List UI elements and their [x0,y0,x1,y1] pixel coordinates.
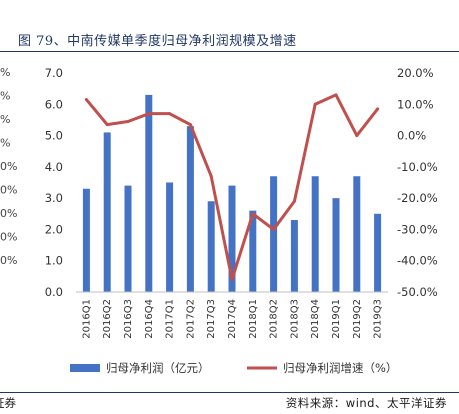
bar-series [82,94,382,293]
x-tick-label: 2019Q1 [331,299,342,339]
x-tick-label: 2018Q1 [248,299,259,339]
bar [103,132,111,292]
chart-title: 图 79、中南传媒单季度归母净利润规模及增速 [18,34,297,49]
x-tick-label: 2016Q1 [81,299,92,339]
left-tick-label: 3.0 [45,191,63,205]
left-tick-label: 0.0 [45,285,63,299]
left-axis: 0.0 1.0 2.0 3.0 4.0 5.0 6.0 7.0 [45,66,63,299]
bar [290,220,298,292]
line-point [105,123,109,127]
x-tick-label: 2017Q3 [206,299,217,339]
title-rule [0,51,459,52]
edge-fragment: 0% [0,231,17,244]
left-tick-label: 5.0 [45,129,63,143]
left-tick-label: 6.0 [45,97,63,111]
left-tick-label: 1.0 [45,254,63,268]
bar [124,185,132,292]
right-tick-label: 10.0% [397,97,434,111]
line-point [251,212,255,216]
bar [353,176,361,292]
line-point [334,93,338,97]
line-point [272,227,276,231]
bar [82,188,90,292]
line-point [168,112,172,116]
bar [145,94,153,293]
bar [166,182,174,292]
edge-fragment: 0% [0,207,17,220]
x-tick-label: 2019Q3 [373,299,384,339]
legend-line-label: 归母净利润增速（%） [283,361,397,375]
bar [207,201,215,292]
footer-fragment: 证券 [0,396,16,410]
right-tick-label: -30.0% [397,222,438,236]
bar [332,198,340,292]
x-tick-label: 2016Q3 [123,299,134,339]
left-tick-label: 7.0 [45,66,63,80]
x-tick-label: 2018Q3 [289,299,300,339]
line-point [147,112,151,116]
edge-fragments: %%%% 0% 0% 0% 0% 0% [0,66,17,267]
line-point [376,107,380,111]
line-point [84,98,88,102]
bar [249,210,257,292]
line-point [230,277,234,281]
bar [311,176,319,292]
edge-fragment: % [0,90,10,103]
edge-fragment: 0% [0,254,17,267]
x-tick-label: 2017Q2 [185,299,196,339]
footer-rule [0,392,459,393]
x-axis: 2016Q1 2016Q2 2016Q3 2016Q4 2017Q1 2017Q2 2017… [76,291,388,339]
edge-fragment: % [0,113,10,126]
edge-fragment: % [0,66,10,79]
right-tick-label: -20.0% [397,191,438,205]
legend-bar-label: 归母净利润（亿元） [106,361,210,375]
left-tick-label: 2.0 [45,222,63,236]
line-point [188,123,192,127]
edge-fragment: 0% [0,160,17,173]
line-series [84,93,380,281]
left-tick-label: 4.0 [45,160,63,174]
legend: 归母净利润（亿元） 归母净利润增速（%） [70,361,397,375]
edge-fragment: % [0,137,10,150]
source-note: 资料来源：wind、太平洋证券 [285,396,447,410]
bar [186,126,194,292]
right-tick-label: 20.0% [397,66,434,80]
line-point [209,174,213,178]
bar [270,176,278,292]
legend-bar-swatch [70,364,100,372]
right-tick-label: -10.0% [397,160,438,174]
x-tick-label: 2017Q4 [227,299,238,339]
right-axis: -50.0% -40.0% -30.0% -20.0% -10.0% 0.0% 10.0% 2… [397,66,438,299]
x-tick-label: 2017Q1 [165,299,176,339]
bar [374,213,382,292]
line-point [355,134,359,138]
x-tick-label: 2018Q4 [310,299,321,339]
line-point [126,119,130,123]
line-point [313,102,317,106]
x-tick-label: 2016Q2 [102,299,113,339]
x-tick-label: 2016Q4 [144,299,155,339]
right-tick-label: -40.0% [397,254,438,268]
x-tick-label: 2018Q2 [269,299,280,339]
x-tick-label: 2019Q2 [352,299,363,339]
edge-fragment: 0% [0,184,17,197]
bar [228,185,236,292]
right-tick-label: 0.0% [397,129,426,143]
line-point [292,199,296,203]
right-tick-label: -50.0% [397,285,438,299]
